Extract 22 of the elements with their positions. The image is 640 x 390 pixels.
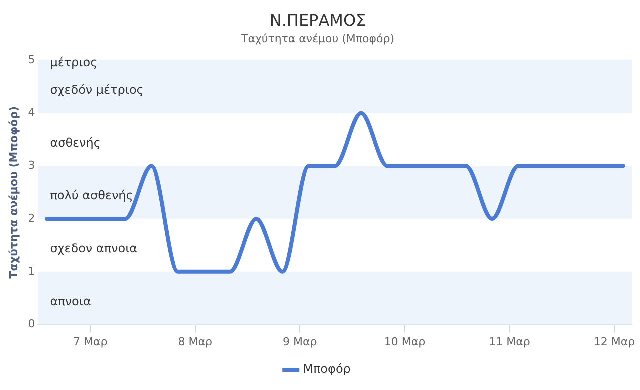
y-axis-title: Ταχύτητα ανέμου (Μποφόρ) bbox=[7, 106, 20, 279]
ref-line-label: μέτριος bbox=[50, 56, 98, 70]
band-label: πολύ ασθενής bbox=[50, 188, 134, 203]
chart-subtitle: Ταχύτητα ανέμου (Μποφόρ) bbox=[240, 32, 394, 46]
y-tick-label: 5 bbox=[28, 53, 36, 66]
y-tick-label: 2 bbox=[28, 212, 36, 225]
band-label: σχεδόν μέτριος bbox=[50, 82, 144, 97]
x-tick-label: 9 Μαρ bbox=[283, 335, 318, 348]
y-tick-label: 0 bbox=[28, 318, 36, 331]
band-label: απνοια bbox=[50, 294, 92, 308]
y-tick-label: 1 bbox=[28, 264, 36, 278]
x-tick-label: 10 Μαρ bbox=[384, 335, 426, 348]
annotation: ασθενής bbox=[50, 136, 101, 150]
x-tick-label: 12 Μαρ bbox=[594, 335, 636, 348]
x-tick-label: 7 Μαρ bbox=[73, 335, 108, 348]
chart-title: Ν.ΠΕΡΑΜΟΣ bbox=[270, 10, 366, 30]
x-tick-label: 8 Μαρ bbox=[178, 335, 212, 348]
y-tick-label: 3 bbox=[28, 159, 36, 172]
annotation: σχεδον απνοια bbox=[50, 242, 138, 256]
x-tick-label: 11 Μαρ bbox=[489, 335, 530, 348]
legend-label: Μποφόρ bbox=[303, 362, 351, 376]
y-tick-label: 4 bbox=[28, 106, 36, 120]
